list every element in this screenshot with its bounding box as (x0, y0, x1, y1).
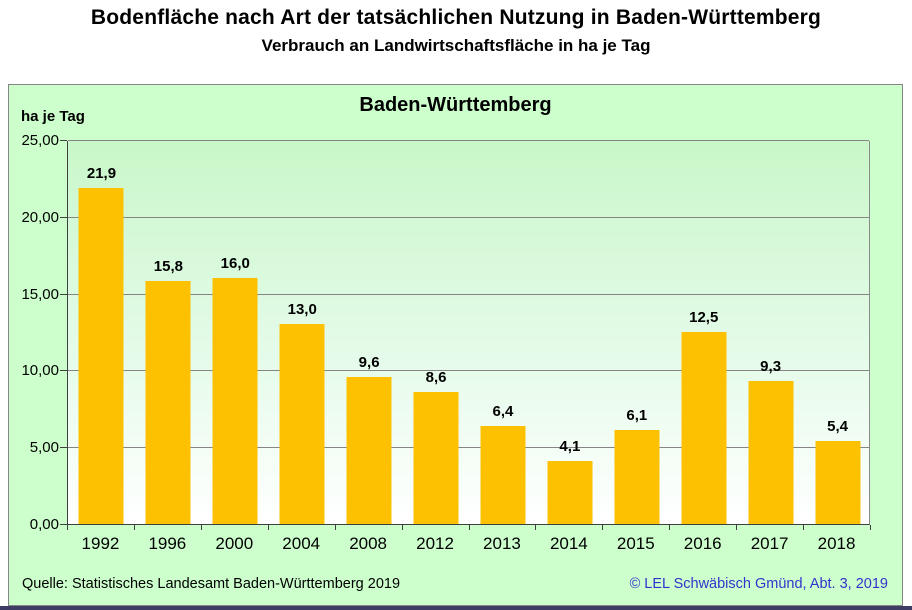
gridline (68, 140, 869, 141)
y-tick-mark (60, 140, 67, 141)
bar-value-label: 13,0 (287, 301, 317, 319)
x-tick-mark (133, 525, 135, 530)
y-tick-label: 25,00 (21, 132, 59, 149)
x-tick-label: 2018 (817, 534, 856, 553)
bar-value-label: 9,3 (760, 358, 782, 376)
x-tick-label: 2014 (549, 534, 588, 553)
bar-slot: 6,1 (603, 141, 670, 524)
x-tick-label: 2008 (349, 534, 388, 553)
x-tick-label: 2016 (683, 534, 722, 553)
y-tick-label: 0,00 (29, 516, 59, 533)
bar (547, 461, 593, 524)
x-tick-mark (736, 525, 738, 530)
bar-slot: 8,6 (403, 141, 470, 524)
source-note: Quelle: Statistisches Landesamt Baden-Wü… (22, 576, 401, 592)
y-tick-label: 20,00 (21, 208, 59, 226)
chart-panel: Baden-Württemberg ha je Tag 21,9 15,8 16,0… (8, 84, 903, 606)
gridline (68, 447, 869, 449)
bar-value-label: 8,6 (425, 368, 447, 386)
x-tick-label: 2012 (416, 534, 454, 553)
y-axis-title: ha je Tag (21, 108, 85, 125)
y-tick-mark (60, 370, 67, 372)
bar-value-label: 16,0 (220, 255, 250, 273)
gridline (68, 370, 869, 372)
chart-title: Baden-Württemberg (359, 94, 552, 116)
bar (681, 332, 727, 524)
copyright-note: © LEL Schwäbisch Gmünd, Abt. 3, 2019 (629, 576, 888, 592)
bar (614, 430, 660, 524)
bar (480, 425, 526, 524)
bar-value-label: 4,1 (559, 438, 581, 456)
bar-value-label: 5,4 (827, 418, 848, 436)
bar-value-label: 15,8 (153, 258, 183, 276)
bar-slot: 12,5 (670, 141, 737, 524)
gridline (68, 216, 869, 218)
x-tick-mark (67, 525, 68, 530)
x-tick-label: 2004 (282, 534, 321, 553)
bar-slot: 13,0 (269, 141, 336, 524)
bar (748, 381, 794, 524)
y-tick-mark (60, 216, 67, 218)
bar-slot: 5,4 (804, 141, 871, 524)
y-tick-mark (60, 524, 67, 525)
bar (212, 278, 258, 524)
bar (145, 281, 191, 524)
bar-value-label: 21,9 (86, 164, 117, 182)
x-tick-label: 1996 (148, 534, 187, 553)
y-tick-label: 10,00 (21, 362, 59, 380)
x-tick-label: 2000 (215, 534, 254, 553)
x-tick-mark (535, 525, 537, 530)
x-tick-mark (669, 525, 671, 530)
bar-slot: 6,4 (470, 141, 537, 524)
page-title: Bodenfläche nach Art der tatsächlichen N… (90, 6, 822, 29)
x-tick-mark (803, 525, 805, 530)
bar-value-label: 12,5 (689, 309, 719, 326)
bar-value-label: 9,6 (358, 353, 380, 371)
bar-slot: 9,6 (336, 141, 403, 524)
plot-area: 21,9 15,8 16,0 13,0 9,6 8,6 6,4 4,1 6,1 12,5 9,3 5,… (67, 140, 871, 525)
x-tick-mark (870, 525, 871, 530)
bar-slot: 21,9 (68, 141, 135, 524)
x-tick-label: 2013 (483, 534, 521, 553)
x-tick-label: 1992 (81, 534, 120, 553)
x-tick-mark (468, 525, 470, 530)
bottom-strip (0, 606, 912, 610)
bar (346, 376, 392, 524)
bar-slot: 15,8 (135, 141, 202, 524)
bar (413, 391, 459, 524)
bar-slot: 9,3 (737, 141, 804, 524)
bar-value-label: 6,4 (492, 402, 514, 420)
y-tick-label: 15,00 (21, 285, 59, 303)
bar (78, 187, 124, 524)
x-tick-label: 2015 (616, 534, 655, 553)
bar-slot: 4,1 (536, 141, 603, 524)
bar (815, 441, 861, 524)
bar-slot: 16,0 (202, 141, 269, 524)
page-subtitle: Verbrauch an Landwirtschaftsfläche in ha… (261, 36, 651, 55)
y-tick-mark (60, 293, 67, 295)
x-tick-mark (602, 525, 604, 530)
y-tick-label: 5,00 (29, 439, 59, 457)
x-tick-mark (401, 525, 403, 530)
x-tick-mark (334, 525, 336, 530)
bar-value-label: 6,1 (626, 407, 648, 425)
bar (279, 324, 325, 524)
x-tick-mark (267, 525, 269, 530)
y-tick-mark (60, 447, 67, 449)
gridline (68, 293, 869, 295)
x-tick-label: 2017 (750, 534, 789, 553)
x-tick-mark (200, 525, 202, 530)
